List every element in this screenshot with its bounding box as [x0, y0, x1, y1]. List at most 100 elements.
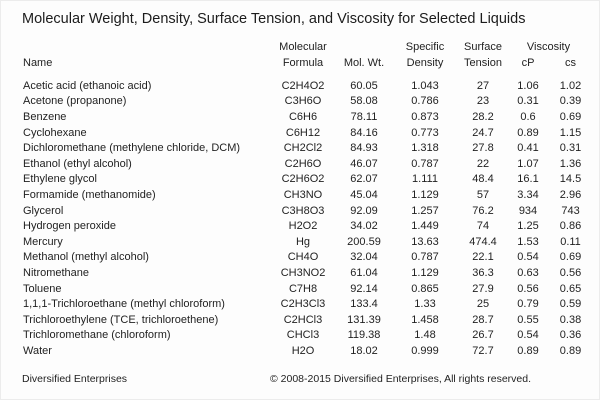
header-cs: cs	[565, 57, 576, 69]
cell-formula: C7H8	[288, 282, 318, 295]
table-row: Ethanol (ethyl alcohol) C2H6O 46.07 0.787 22…	[1, 156, 591, 172]
cell-density: 0.999	[411, 344, 439, 357]
cell-tension: 27	[476, 79, 490, 92]
cell-mol_wt: 58.08	[350, 95, 378, 108]
cell-name: Nitromethane	[23, 266, 90, 279]
table-row: Trichloromethane (chloroform) CHCl3 119.38…	[1, 328, 591, 344]
cell-cp: 0.55	[517, 313, 539, 326]
header-name: Name	[23, 57, 53, 69]
cell-tension: 23	[476, 95, 490, 108]
cell-density: 1.318	[411, 142, 439, 155]
cell-mol_wt: 133.4	[350, 298, 378, 311]
table-row: Methanol (methyl alcohol) CH4O 32.04 0.787 2…	[1, 250, 591, 266]
header-spacer	[338, 37, 390, 53]
cell-formula: C2HCl3	[283, 313, 323, 326]
cell-cp: 0.6	[520, 110, 536, 123]
cell-cs: 0.89	[559, 344, 582, 357]
cell-formula: C6H6	[288, 110, 318, 123]
cell-cs: 0.31	[559, 142, 582, 155]
cell-mol_wt: 61.04	[350, 266, 378, 279]
table-row: Ethylene glycol C2H6O2 62.07 1.111 48.4 16.1 1…	[1, 172, 591, 188]
table-header: Molecular Specific Surface Viscosity Nam…	[1, 37, 591, 69]
cell-density: 1.257	[411, 204, 439, 217]
cell-density: 1.48	[414, 329, 436, 342]
cell-name: Water	[23, 344, 52, 357]
cell-density: 0.787	[411, 157, 439, 170]
cell-density: 0.787	[411, 251, 439, 264]
cell-formula: C6H12	[285, 126, 321, 139]
cell-name: Benzene	[23, 110, 67, 123]
cell-name: Hydrogen peroxide	[23, 220, 116, 233]
cell-cs: 0.86	[559, 220, 582, 233]
cell-tension: 27.8	[472, 142, 494, 155]
cell-cp: 0.54	[517, 251, 539, 264]
cell-tension: 76.2	[472, 204, 494, 217]
cell-tension: 57	[476, 188, 490, 201]
cell-cs: 0.69	[559, 251, 582, 264]
cell-cs: 0.59	[559, 298, 582, 311]
cell-cp: 0.56	[517, 282, 539, 295]
cell-cs: 0.36	[559, 329, 582, 342]
cell-name: Cyclohexane	[23, 126, 87, 139]
header-density: Density	[406, 57, 444, 69]
header-mol-wt: Mol. Wt.	[343, 57, 385, 69]
cell-cp: 3.34	[517, 188, 539, 201]
table-row: Trichloroethylene (TCE, trichloroethene)…	[1, 312, 591, 328]
cell-density: 1.043	[411, 79, 439, 92]
cell-name: Methanol (methyl alcohol)	[23, 251, 149, 264]
cell-density: 0.865	[411, 282, 439, 295]
cell-cp: 0.41	[517, 142, 539, 155]
cell-mol_wt: 34.02	[350, 220, 378, 233]
cell-cs: 14.5	[559, 173, 582, 186]
cell-cp: 934	[518, 204, 538, 217]
cell-tension: 28.2	[472, 110, 494, 123]
cell-tension: 72.7	[472, 344, 494, 357]
cell-mol_wt: 119.38	[347, 329, 381, 342]
cell-cs: 743	[561, 204, 580, 217]
header-tension: Tension	[464, 57, 502, 69]
cell-formula: C2H3Cl3	[280, 298, 326, 311]
cell-mol_wt: 84.16	[350, 126, 378, 139]
cell-tension: 36.3	[472, 266, 494, 279]
header-viscosity: Viscosity	[526, 41, 571, 53]
cell-tension: 25	[476, 298, 490, 311]
cell-cs: 0.38	[559, 313, 582, 326]
cell-cs: 2.96	[559, 188, 582, 201]
cell-density: 1.458	[411, 313, 439, 326]
cell-formula: C2H4O2	[281, 79, 325, 92]
cell-mol_wt: 60.05	[350, 79, 378, 92]
cell-tension: 74	[476, 220, 490, 233]
cell-formula: C2H6O2	[281, 173, 325, 186]
cell-density: 0.773	[411, 126, 439, 139]
cell-formula: Hg	[295, 235, 311, 248]
cell-formula: CH2Cl2	[283, 142, 323, 155]
cell-cs: 0.65	[559, 282, 582, 295]
cell-cp: 0.31	[517, 95, 539, 108]
table-row: Toluene C7H8 92.14 0.865 27.9 0.56 0.65	[1, 281, 591, 297]
cell-mol_wt: 45.04	[350, 188, 378, 201]
cell-cp: 0.54	[517, 329, 539, 342]
table-row: Acetic acid (ethanoic acid) C2H4O2 60.05 1.…	[1, 78, 591, 94]
cell-cs: 1.36	[559, 157, 582, 170]
cell-density: 1.111	[412, 173, 438, 186]
cell-density: 0.873	[411, 110, 439, 123]
cell-mol_wt: 18.02	[350, 344, 378, 357]
cell-cp: 1.07	[517, 157, 539, 170]
cell-formula: CH3NO2	[280, 266, 326, 279]
header-specific: Specific	[405, 41, 445, 53]
table-row: Mercury Hg 200.59 13.63 474.4 1.53 0.11	[1, 234, 591, 250]
header-surface: Surface	[464, 41, 502, 53]
cell-formula: CHCl3	[286, 329, 320, 342]
liquids-table: Molecular Specific Surface Viscosity Nam…	[1, 37, 591, 359]
cell-cp: 0.79	[517, 298, 539, 311]
cell-mol_wt: 92.14	[350, 282, 378, 295]
cell-mol_wt: 46.07	[350, 157, 378, 170]
footer-company: Diversified Enterprises	[22, 373, 128, 385]
table-row: Glycerol C3H8O3 92.09 1.257 76.2 934 743	[1, 203, 591, 219]
cell-name: Ethylene glycol	[23, 173, 97, 186]
cell-tension: 27.9	[472, 282, 494, 295]
cell-name: Trichloromethane (chloroform)	[23, 329, 171, 342]
cell-formula: C3H8O3	[281, 204, 325, 217]
header-formula: Formula	[282, 57, 324, 69]
